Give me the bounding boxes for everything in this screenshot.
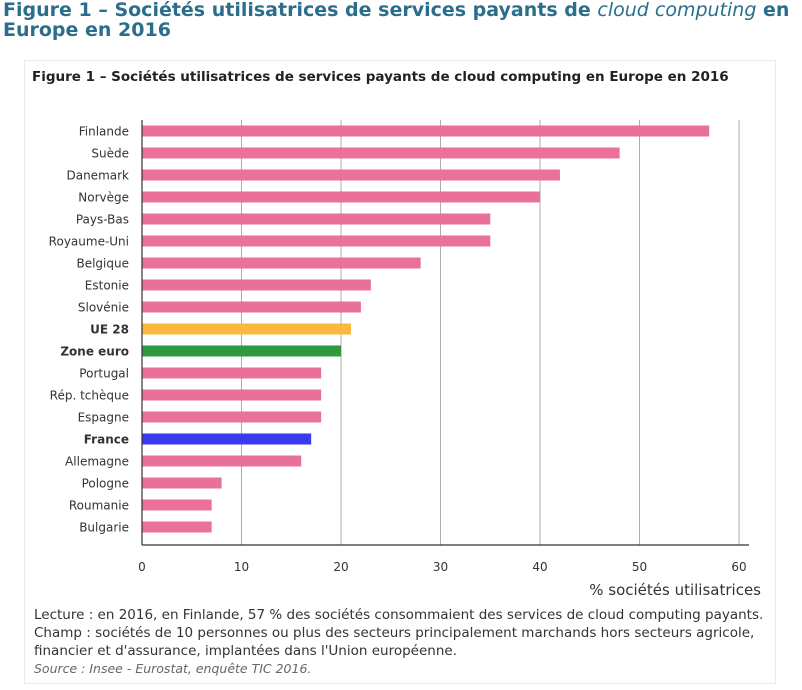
bar-portugal bbox=[142, 367, 322, 379]
bar-zone-euro bbox=[142, 345, 342, 357]
bar-espagne bbox=[142, 411, 322, 423]
bar-france bbox=[142, 433, 312, 445]
category-label-bulgarie: Bulgarie bbox=[79, 521, 129, 535]
bar-slov-nie bbox=[142, 301, 361, 313]
page-title-suffix: en Europe en 2016 bbox=[3, 0, 790, 41]
category-label-estonie: Estonie bbox=[85, 279, 129, 293]
category-label-danemark: Danemark bbox=[66, 169, 129, 183]
bar-allemagne bbox=[142, 455, 302, 467]
category-label-r-p-tch-que: Rép. tchèque bbox=[50, 389, 129, 403]
category-label-pologne: Pologne bbox=[82, 477, 129, 491]
figure-notes: Lecture : en 2016, en Finlande, 57 % des… bbox=[34, 606, 774, 678]
category-label-finlande: Finlande bbox=[79, 125, 129, 139]
category-label-roumanie: Roumanie bbox=[69, 499, 129, 513]
bar-norv-ge bbox=[142, 191, 541, 203]
category-label-portugal: Portugal bbox=[79, 367, 129, 381]
figure-title: Figure 1 – Sociétés utilisatrices de ser… bbox=[32, 69, 729, 85]
x-tick-label-10: 10 bbox=[234, 560, 249, 574]
note-lecture: Lecture : en 2016, en Finlande, 57 % des… bbox=[34, 607, 764, 623]
x-tick-label-0: 0 bbox=[138, 560, 146, 574]
note-source: Source : Insee - Eurostat, enquête TIC 2… bbox=[34, 661, 312, 676]
bar-belgique bbox=[142, 257, 421, 269]
bar-bulgarie bbox=[142, 521, 212, 533]
category-label-ue-28: UE 28 bbox=[90, 323, 129, 337]
bar-r-p-tch-que bbox=[142, 389, 322, 401]
bar-pays-bas bbox=[142, 213, 491, 225]
category-label-royaume-uni: Royaume-Uni bbox=[49, 235, 129, 249]
category-label-slov-nie: Slovénie bbox=[78, 301, 129, 315]
category-label-su-de: Suède bbox=[91, 147, 129, 161]
category-label-zone-euro: Zone euro bbox=[60, 345, 129, 359]
page-title-prefix: Figure 1 – Sociétés utilisatrices de ser… bbox=[3, 0, 598, 21]
x-axis-title: % sociétés utilisatrices bbox=[589, 581, 761, 599]
x-tick-label-30: 30 bbox=[433, 560, 448, 574]
bar-finlande bbox=[142, 125, 710, 137]
bar-danemark bbox=[142, 169, 560, 181]
x-tick-label-20: 20 bbox=[333, 560, 348, 574]
bar-su-de bbox=[142, 147, 620, 159]
bar-pologne bbox=[142, 477, 222, 489]
bar-ue-28 bbox=[142, 323, 351, 335]
x-tick-label-40: 40 bbox=[532, 560, 547, 574]
category-label-norv-ge: Norvège bbox=[78, 191, 129, 205]
category-label-pays-bas: Pays-Bas bbox=[76, 213, 129, 227]
category-label-belgique: Belgique bbox=[76, 257, 129, 271]
page-title-italic: cloud computing bbox=[597, 0, 757, 21]
x-tick-label-50: 50 bbox=[632, 560, 647, 574]
category-label-espagne: Espagne bbox=[78, 411, 129, 425]
bar-roumanie bbox=[142, 499, 212, 511]
note-champ: Champ : sociétés de 10 personnes ou plus… bbox=[34, 625, 755, 659]
bar-estonie bbox=[142, 279, 371, 291]
x-tick-label-60: 60 bbox=[731, 560, 746, 574]
category-label-allemagne: Allemagne bbox=[65, 455, 129, 469]
bar-royaume-uni bbox=[142, 235, 491, 247]
category-label-france: France bbox=[84, 433, 129, 447]
page-title: Figure 1 – Sociétés utilisatrices de ser… bbox=[3, 0, 799, 40]
